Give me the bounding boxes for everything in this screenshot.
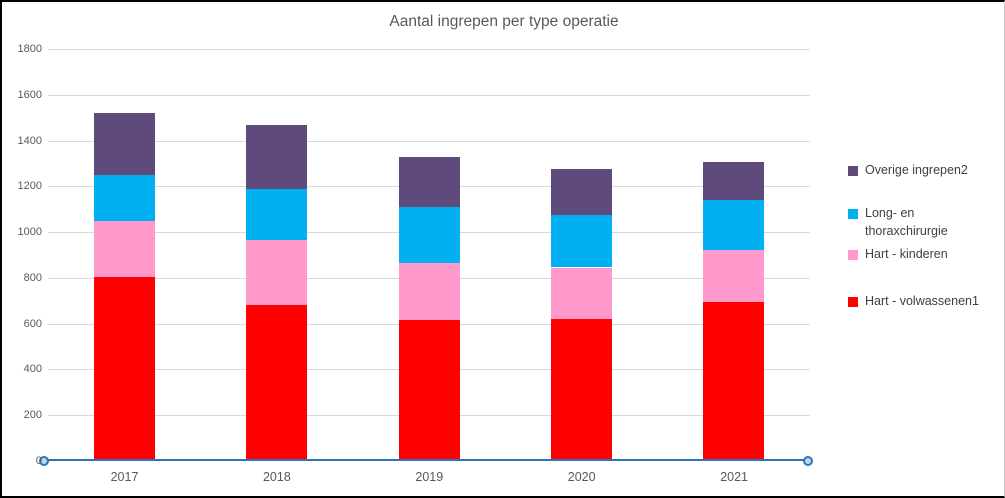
legend-swatch-icon <box>848 166 858 176</box>
y-axis-tick-label: 1200 <box>17 180 42 193</box>
axis-endpoint-marker-left <box>39 456 49 466</box>
x-axis-tick-label-2018: 2018 <box>262 470 291 484</box>
bar-segment-2020-hart-kinderen[interactable] <box>550 267 612 320</box>
bar-segment-2019-overige-ingrepen2[interactable] <box>398 156 460 207</box>
y-axis-tick-label: 200 <box>23 409 42 422</box>
legend-item-long-en-thoraxchirurgie[interactable]: Long- en thoraxchirurgie <box>848 205 995 240</box>
bar-segment-2017-hart-kinderen[interactable] <box>93 220 155 277</box>
gridline-1600 <box>48 94 810 96</box>
bar-segment-2021-overige-ingrepen2[interactable] <box>703 162 765 201</box>
bar-segment-2020-hart-volwassenen1[interactable] <box>550 319 612 461</box>
bar-segment-2021-hart-volwassenen1[interactable] <box>703 301 765 461</box>
bar-segment-2019-hart-volwassenen1[interactable] <box>398 320 460 461</box>
y-axis-tick-label: 1000 <box>17 226 42 239</box>
legend-item-hart-volwassenen1[interactable]: Hart - volwassenen1 <box>848 293 995 311</box>
x-axis-tick-label-2017: 2017 <box>110 470 139 484</box>
x-axis-tick-label-2019: 2019 <box>415 470 444 484</box>
y-axis-tick-label: 400 <box>23 363 42 376</box>
y-axis-tick-label: 0 <box>35 455 42 467</box>
y-axis-tick-label: 1800 <box>17 43 42 55</box>
legend-swatch-icon <box>848 209 858 219</box>
legend-swatch-icon <box>848 250 858 260</box>
x-axis-tick-label-2020: 2020 <box>567 470 596 484</box>
y-axis-tick-label: 1600 <box>17 88 42 101</box>
bar-segment-2020-overige-ingrepen2[interactable] <box>550 169 612 215</box>
legend-item-hart-kinderen[interactable]: Hart - kinderen <box>848 246 995 264</box>
bar-segment-2020-long-en-thoraxchirurgie[interactable] <box>550 214 612 268</box>
legend-label: Long- en thoraxchirurgie <box>865 206 948 238</box>
bar-segment-2018-long-en-thoraxchirurgie[interactable] <box>246 188 308 241</box>
bar-segment-2019-hart-kinderen[interactable] <box>398 263 460 321</box>
bar-segment-2017-hart-volwassenen1[interactable] <box>93 276 155 461</box>
bar-segment-2021-hart-kinderen[interactable] <box>703 250 765 302</box>
bar-segment-2017-long-en-thoraxchirurgie[interactable] <box>93 174 155 221</box>
y-axis-tick-label: 1400 <box>17 134 42 147</box>
bar-segment-2018-overige-ingrepen2[interactable] <box>246 124 308 189</box>
axis-endpoint-marker-right <box>803 456 813 466</box>
plot-area <box>48 49 810 461</box>
y-axis-tick-label: 800 <box>23 271 42 284</box>
legend-swatch-icon <box>848 297 858 307</box>
bar-segment-2019-long-en-thoraxchirurgie[interactable] <box>398 206 460 263</box>
legend-item-overige-ingrepen2[interactable]: Overige ingrepen2 <box>848 162 995 180</box>
bar-segment-2018-hart-volwassenen1[interactable] <box>246 305 308 461</box>
bar-segment-2021-long-en-thoraxchirurgie[interactable] <box>703 200 765 251</box>
gridline-1400 <box>48 140 810 142</box>
legend-label: Hart - volwassenen1 <box>865 294 979 308</box>
gridline-1800 <box>48 49 810 50</box>
bar-segment-2018-hart-kinderen[interactable] <box>246 240 308 306</box>
x-axis-tick-label-2021: 2021 <box>720 470 748 484</box>
bar-segment-2017-overige-ingrepen2[interactable] <box>93 113 155 175</box>
legend-label: Hart - kinderen <box>865 247 948 261</box>
chart-title: Aantal ingrepen per type operatie <box>389 13 619 30</box>
y-axis-tick-label: 600 <box>23 317 42 330</box>
legend-label: Overige ingrepen2 <box>865 163 968 177</box>
x-axis-line <box>44 459 808 461</box>
